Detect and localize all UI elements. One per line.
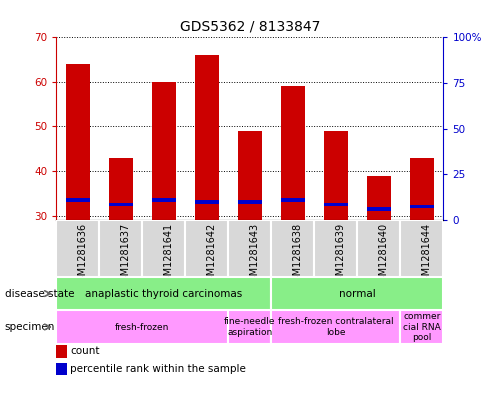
- Bar: [152, 82, 176, 220]
- Bar: [185, 220, 228, 277]
- Text: GSM1281638: GSM1281638: [293, 223, 303, 288]
- Bar: [281, 198, 305, 202]
- Bar: [324, 203, 348, 206]
- Bar: [152, 198, 176, 202]
- Text: specimen: specimen: [5, 322, 55, 332]
- Bar: [400, 220, 443, 277]
- Text: GSM1281637: GSM1281637: [121, 223, 131, 288]
- Bar: [228, 310, 271, 344]
- Text: GSM1281639: GSM1281639: [336, 223, 346, 288]
- Text: fresh-frozen: fresh-frozen: [115, 323, 170, 332]
- Bar: [367, 176, 391, 220]
- Title: GDS5362 / 8133847: GDS5362 / 8133847: [180, 19, 320, 33]
- Text: fine-needle
aspiration: fine-needle aspiration: [224, 318, 276, 337]
- Text: count: count: [70, 346, 99, 356]
- Text: GSM1281636: GSM1281636: [78, 223, 88, 288]
- Text: anaplastic thyroid carcinomas: anaplastic thyroid carcinomas: [85, 289, 243, 299]
- Text: GSM1281641: GSM1281641: [164, 223, 174, 288]
- Bar: [66, 64, 90, 220]
- Bar: [56, 310, 228, 344]
- Bar: [238, 200, 262, 204]
- Bar: [195, 200, 219, 204]
- Bar: [228, 220, 271, 277]
- Bar: [109, 203, 133, 206]
- Bar: [195, 55, 219, 220]
- Text: commer
cial RNA
pool: commer cial RNA pool: [403, 312, 441, 342]
- Bar: [56, 220, 99, 277]
- Text: GSM1281644: GSM1281644: [422, 223, 432, 288]
- Text: GSM1281643: GSM1281643: [250, 223, 260, 288]
- Bar: [271, 277, 443, 310]
- Bar: [99, 220, 143, 277]
- Bar: [400, 310, 443, 344]
- Bar: [271, 310, 400, 344]
- Text: normal: normal: [339, 289, 376, 299]
- Bar: [66, 198, 90, 202]
- Bar: [56, 277, 271, 310]
- Bar: [271, 220, 315, 277]
- Bar: [56, 345, 67, 358]
- Text: GSM1281640: GSM1281640: [379, 223, 389, 288]
- Text: percentile rank within the sample: percentile rank within the sample: [70, 364, 246, 374]
- Bar: [109, 158, 133, 220]
- Bar: [238, 131, 262, 220]
- Bar: [56, 363, 67, 375]
- Bar: [281, 86, 305, 220]
- Bar: [143, 220, 185, 277]
- Bar: [410, 158, 434, 220]
- Text: fresh-frozen contralateral
lobe: fresh-frozen contralateral lobe: [278, 318, 394, 337]
- Text: disease state: disease state: [5, 288, 74, 299]
- Bar: [410, 205, 434, 209]
- Bar: [315, 220, 357, 277]
- Text: GSM1281642: GSM1281642: [207, 223, 217, 288]
- Bar: [357, 220, 400, 277]
- Bar: [367, 207, 391, 211]
- Bar: [324, 131, 348, 220]
